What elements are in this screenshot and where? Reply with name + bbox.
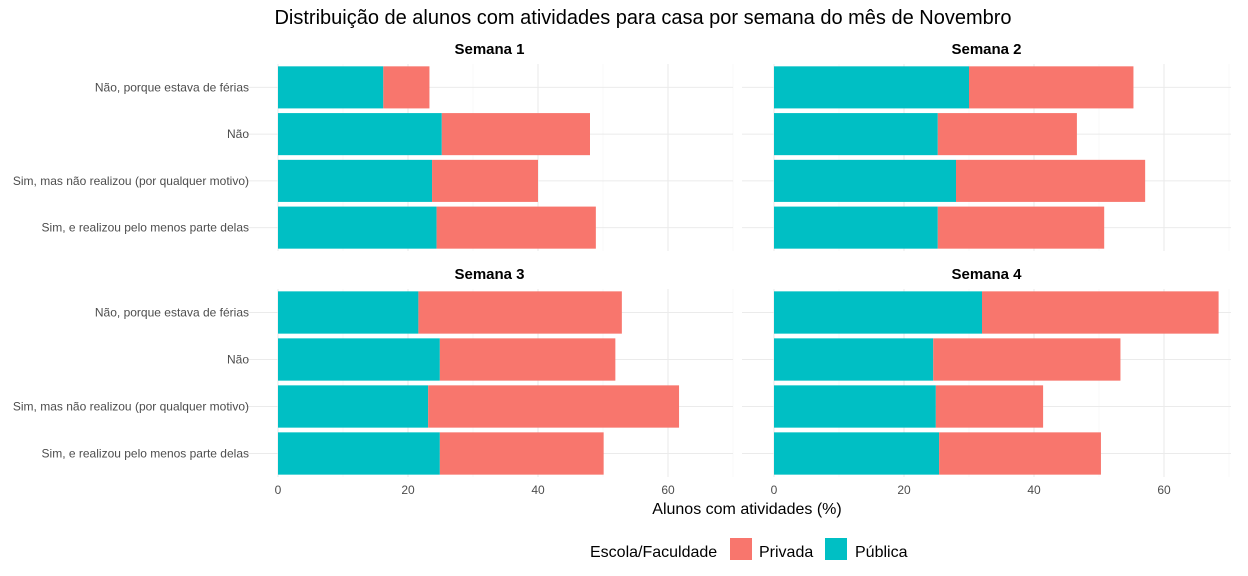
bar-segment-publica [278, 113, 442, 156]
bar-segment-privada [383, 66, 430, 109]
facet-strip-label: Semana 2 [951, 41, 1021, 58]
bar-segment-privada [939, 432, 1101, 475]
bar-segment-publica [278, 385, 429, 428]
bar-segment-privada [439, 338, 616, 381]
bar-segment-publica [774, 385, 936, 428]
bar-segment-publica [278, 338, 440, 381]
legend-key-privada [730, 538, 752, 560]
bar-segment-publica [774, 159, 956, 202]
facet-panel: Semana 4 0 20 40 60 [742, 266, 1231, 497]
bar-segment-publica [774, 206, 938, 249]
facet-panel: Semana 1 Não, porque estava de férias Não S… [13, 41, 734, 251]
bar-segment-publica [278, 66, 384, 109]
x-tick-label: 60 [1157, 483, 1171, 497]
bar-segment-privada [969, 66, 1134, 109]
facet-strip-label: Semana 3 [454, 266, 524, 283]
x-tick-label: 0 [275, 483, 282, 497]
bar-segment-privada [982, 291, 1219, 334]
x-tick-label: 40 [1027, 483, 1041, 497]
bar-segment-privada [436, 206, 596, 249]
bar-segment-publica [278, 159, 433, 202]
bar-segment-privada [439, 432, 604, 475]
y-tick-label: Sim, mas não realizou (por qualquer moti… [13, 174, 249, 188]
facet-panel: Semana 3 Não, porque estava de férias Não S… [13, 266, 734, 497]
y-tick-label: Não, porque estava de férias [95, 80, 249, 94]
bar-segment-privada [933, 338, 1121, 381]
legend-label: Pública [855, 544, 908, 561]
bar-segment-publica [774, 66, 969, 109]
bar-segment-privada [937, 206, 1105, 249]
legend-key-publica [825, 538, 847, 560]
y-tick-label: Sim, e realizou pelo menos parte delas [42, 447, 249, 461]
bar-segment-publica [774, 338, 934, 381]
y-tick-label: Sim, mas não realizou (por qualquer moti… [13, 400, 249, 414]
bar-segment-privada [935, 385, 1044, 428]
legend: Escola/Faculdade Privada Pública [590, 538, 908, 561]
y-tick-label: Não [227, 353, 249, 367]
y-tick-label: Não, porque estava de férias [95, 306, 249, 320]
bar-segment-privada [441, 113, 590, 156]
bar-segment-publica [774, 432, 940, 475]
bar-segment-publica [774, 113, 938, 156]
bar-segment-publica [278, 432, 440, 475]
bar-segment-publica [278, 206, 437, 249]
bar-segment-privada [937, 113, 1077, 156]
x-tick-label: 40 [531, 483, 545, 497]
x-tick-label: 60 [661, 483, 675, 497]
bar-segment-privada [418, 291, 622, 334]
facet-strip-label: Semana 1 [454, 41, 524, 58]
x-tick-label: 0 [771, 483, 778, 497]
bar-segment-privada [428, 385, 680, 428]
legend-label: Privada [759, 544, 813, 561]
facet-panel: Semana 2 [742, 41, 1231, 251]
bar-segment-publica [278, 291, 419, 334]
chart-title: Distribuição de alunos com atividades pa… [274, 7, 1011, 29]
y-tick-label: Não [227, 127, 249, 141]
x-axis-label: Alunos com atividades (%) [652, 501, 841, 518]
y-tick-label: Sim, e realizou pelo menos parte delas [42, 221, 249, 235]
x-tick-label: 20 [401, 483, 415, 497]
bar-segment-publica [774, 291, 982, 334]
bar-segment-privada [956, 159, 1146, 202]
legend-title: Escola/Faculdade [590, 544, 717, 561]
facet-strip-label: Semana 4 [951, 266, 1022, 283]
bar-segment-privada [432, 159, 538, 202]
x-tick-label: 20 [897, 483, 911, 497]
